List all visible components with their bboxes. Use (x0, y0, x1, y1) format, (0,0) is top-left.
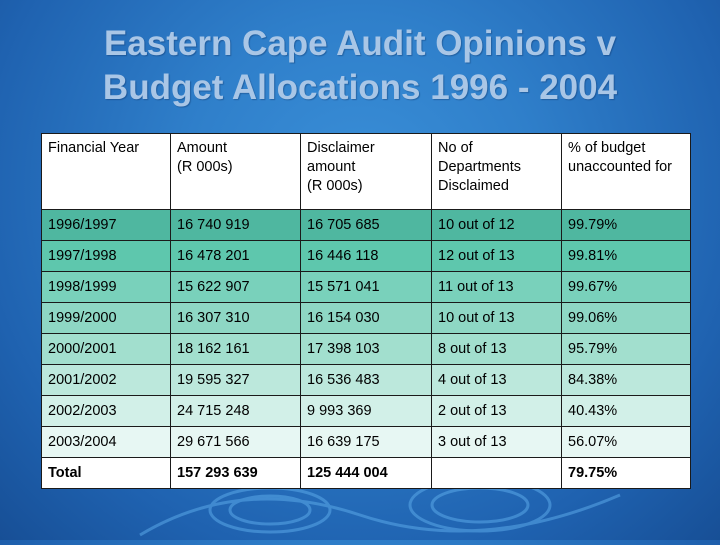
cell-disclaimer: 16 446 118 (300, 240, 432, 272)
cell-percent: 99.06% (561, 302, 691, 334)
cell-departments: 12 out of 13 (431, 240, 562, 272)
cell-amount: 16 740 919 (170, 209, 301, 241)
cell-amount: 19 595 327 (170, 364, 301, 396)
cell-year: 2000/2001 (41, 333, 171, 365)
table-header-row: Financial Year Amount (R 000s) Disclaime… (41, 133, 691, 210)
cell-amount: 18 162 161 (170, 333, 301, 365)
table-total-row: Total 157 293 639 125 444 004 79.75% (41, 457, 691, 489)
cell-percent: 99.81% (561, 240, 691, 272)
cell-year: 1998/1999 (41, 271, 171, 303)
cell-year: 2001/2002 (41, 364, 171, 396)
title-line-1: Eastern Cape Audit Opinions v (103, 24, 617, 63)
table-row: 1998/1999 15 622 907 15 571 041 11 out o… (41, 271, 691, 303)
cell-percent: 84.38% (561, 364, 691, 396)
cell-year: 1997/1998 (41, 240, 171, 272)
total-departments (431, 457, 562, 489)
header-amount: Amount (R 000s) (170, 133, 301, 210)
header-disclaimer-amount: Disclaimer amount (R 000s) (300, 133, 432, 210)
cell-percent: 40.43% (561, 395, 691, 427)
cell-percent: 56.07% (561, 426, 691, 458)
audit-opinions-table: Financial Year Amount (R 000s) Disclaime… (41, 133, 691, 489)
table-row: 2002/2003 24 715 248 9 993 369 2 out of … (41, 395, 691, 427)
cell-departments: 8 out of 13 (431, 333, 562, 365)
cell-departments: 4 out of 13 (431, 364, 562, 396)
table-row: 2003/2004 29 671 566 16 639 175 3 out of… (41, 426, 691, 458)
cell-disclaimer: 17 398 103 (300, 333, 432, 365)
cell-percent: 95.79% (561, 333, 691, 365)
title-line-2: Budget Allocations 1996 - 2004 (102, 68, 618, 107)
cell-departments: 11 out of 13 (431, 271, 562, 303)
page-title: Eastern Cape Audit Opinions v Budget All… (0, 22, 720, 110)
cell-percent: 99.79% (561, 209, 691, 241)
table-row: 1997/1998 16 478 201 16 446 118 12 out o… (41, 240, 691, 272)
cell-departments: 10 out of 13 (431, 302, 562, 334)
cell-departments: 3 out of 13 (431, 426, 562, 458)
table-row: 1996/1997 16 740 919 16 705 685 10 out o… (41, 209, 691, 241)
cell-amount: 29 671 566 (170, 426, 301, 458)
cell-year: 2002/2003 (41, 395, 171, 427)
table-row: 1999/2000 16 307 310 16 154 030 10 out o… (41, 302, 691, 334)
cell-amount: 16 478 201 (170, 240, 301, 272)
cell-amount: 15 622 907 (170, 271, 301, 303)
cell-disclaimer: 16 705 685 (300, 209, 432, 241)
total-percent: 79.75% (561, 457, 691, 489)
cell-departments: 2 out of 13 (431, 395, 562, 427)
cell-disclaimer: 16 154 030 (300, 302, 432, 334)
cell-year: 1996/1997 (41, 209, 171, 241)
table-row: 2000/2001 18 162 161 17 398 103 8 out of… (41, 333, 691, 365)
cell-year: 2003/2004 (41, 426, 171, 458)
cell-percent: 99.67% (561, 271, 691, 303)
cell-amount: 16 307 310 (170, 302, 301, 334)
total-label: Total (41, 457, 171, 489)
cell-amount: 24 715 248 (170, 395, 301, 427)
cell-disclaimer: 9 993 369 (300, 395, 432, 427)
table-row: 2001/2002 19 595 327 16 536 483 4 out of… (41, 364, 691, 396)
cell-disclaimer: 16 536 483 (300, 364, 432, 396)
cell-year: 1999/2000 (41, 302, 171, 334)
cell-disclaimer: 16 639 175 (300, 426, 432, 458)
total-amount: 157 293 639 (170, 457, 301, 489)
total-disclaimer: 125 444 004 (300, 457, 432, 489)
header-percent-unaccounted: % of budget unaccounted for (561, 133, 691, 210)
cell-disclaimer: 15 571 041 (300, 271, 432, 303)
header-financial-year: Financial Year (41, 133, 171, 210)
header-departments-disclaimed: No of Departments Disclaimed (431, 133, 562, 210)
cell-departments: 10 out of 12 (431, 209, 562, 241)
